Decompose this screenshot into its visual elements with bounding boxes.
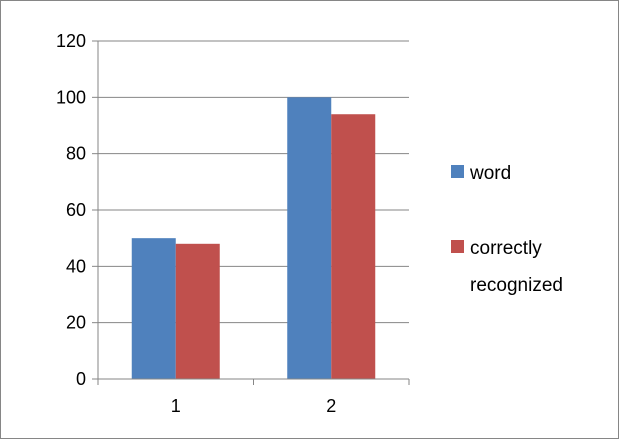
bars <box>131 97 376 379</box>
y-tick-labels: 0 20 40 60 80 100 120 <box>56 31 86 389</box>
legend-label-correctly-recognized-line1: correctly <box>470 238 542 259</box>
x-tick-label: 2 <box>326 396 336 416</box>
legend-swatch-correctly-recognized <box>451 240 464 253</box>
legend-swatch-word <box>451 165 464 178</box>
x-tick-label: 1 <box>171 396 181 416</box>
y-tick-label: 60 <box>66 200 86 220</box>
y-tick-label: 0 <box>76 369 86 389</box>
bar-word-1 <box>131 238 176 379</box>
y-tick-label: 80 <box>66 144 86 164</box>
y-tick-label: 120 <box>56 31 86 51</box>
legend-label-correctly-recognized-line2: recognized <box>470 275 563 296</box>
bar-correctly-recognized-2 <box>331 114 376 379</box>
bar-word-2 <box>287 97 332 379</box>
legend-label-word: word <box>469 163 511 184</box>
axes <box>92 40 410 385</box>
bar-correctly-recognized-1 <box>175 243 220 379</box>
y-tick-label: 40 <box>66 256 86 276</box>
y-tick-label: 100 <box>56 87 86 107</box>
y-tick-label: 20 <box>66 313 86 333</box>
legend: word correctly recognized <box>451 163 563 296</box>
